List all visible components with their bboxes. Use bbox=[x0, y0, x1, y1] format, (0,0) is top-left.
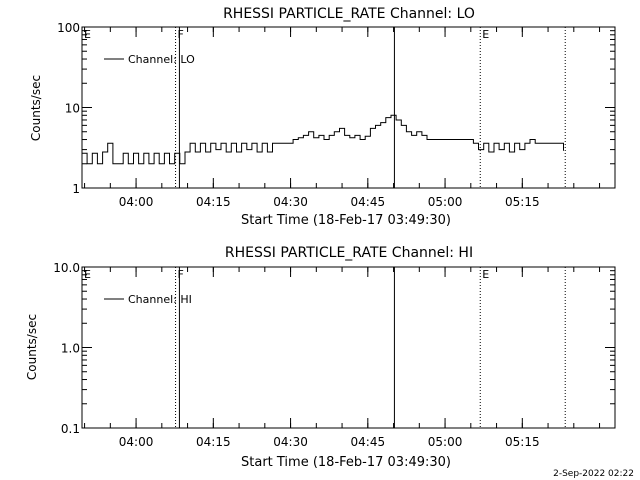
y-tick-label: 10 bbox=[65, 102, 80, 116]
legend-hi: Channel: HI bbox=[104, 293, 192, 306]
legend-label-hi: Channel: HI bbox=[128, 293, 192, 306]
date-stamp: 2-Sep-2022 02:22 bbox=[553, 469, 634, 479]
data-series-lo bbox=[82, 114, 564, 165]
marker-label: F bbox=[178, 268, 184, 281]
plot-frame-hi bbox=[81, 266, 616, 429]
x-tick-label: 04:30 bbox=[273, 435, 308, 449]
y-tick-label: 10.0 bbox=[53, 261, 80, 275]
x-axis-label-lo: Start Time (18-Feb-17 03:49:30) bbox=[241, 213, 451, 228]
x-tick-label: 04:30 bbox=[273, 195, 308, 209]
y-ticks-hi: 0.1 1.0 10.0 bbox=[53, 261, 615, 436]
legend-label-lo: Channel: LO bbox=[128, 53, 195, 66]
y-tick-label: 0.1 bbox=[61, 422, 80, 436]
y-tick-label: 1.0 bbox=[61, 342, 80, 356]
marker-label: F bbox=[178, 28, 184, 41]
corner-label-hi: E bbox=[84, 268, 91, 281]
x-tick-label: 05:15 bbox=[505, 435, 540, 449]
x-ticks-lo: 04:00 04:15 04:30 04:45 05:00 05:15 bbox=[84, 27, 601, 209]
x-tick-label: 04:15 bbox=[196, 435, 231, 449]
series-line bbox=[82, 114, 564, 165]
x-ticks-hi: 04:00 04:15 04:30 04:45 05:00 05:15 bbox=[84, 267, 601, 449]
x-tick-label: 05:15 bbox=[505, 195, 540, 209]
y-tick-label: 1 bbox=[72, 182, 80, 196]
marker-label: E bbox=[482, 268, 489, 281]
x-axis-label-hi: Start Time (18-Feb-17 03:49:30) bbox=[241, 455, 451, 470]
y-axis-label-lo: Counts/sec bbox=[29, 75, 43, 141]
corner-label-lo: E bbox=[84, 28, 91, 41]
y-tick-label: 100 bbox=[57, 21, 80, 35]
x-tick-label: 04:45 bbox=[351, 195, 386, 209]
x-tick-label: 04:15 bbox=[196, 195, 231, 209]
chart-title-hi: RHESSI PARTICLE_RATE Channel: HI bbox=[225, 245, 473, 261]
legend-lo: Channel: LO bbox=[104, 53, 195, 66]
x-tick-label: 05:00 bbox=[428, 195, 463, 209]
y-ticks-lo: 1 10 100 bbox=[57, 21, 615, 196]
y-axis-label-hi: Counts/sec bbox=[25, 314, 39, 380]
x-tick-label: 05:00 bbox=[428, 435, 463, 449]
x-tick-label: 04:00 bbox=[119, 195, 154, 209]
panel-lo: RHESSI PARTICLE_RATE Channel: LO Counts/… bbox=[29, 6, 616, 228]
x-tick-label: 04:45 bbox=[351, 435, 386, 449]
x-tick-label: 04:00 bbox=[119, 435, 154, 449]
chart-title-lo: RHESSI PARTICLE_RATE Channel: LO bbox=[223, 6, 475, 22]
marker-label: E bbox=[482, 28, 489, 41]
panel-hi: RHESSI PARTICLE_RATE Channel: HI Counts/… bbox=[25, 245, 616, 470]
